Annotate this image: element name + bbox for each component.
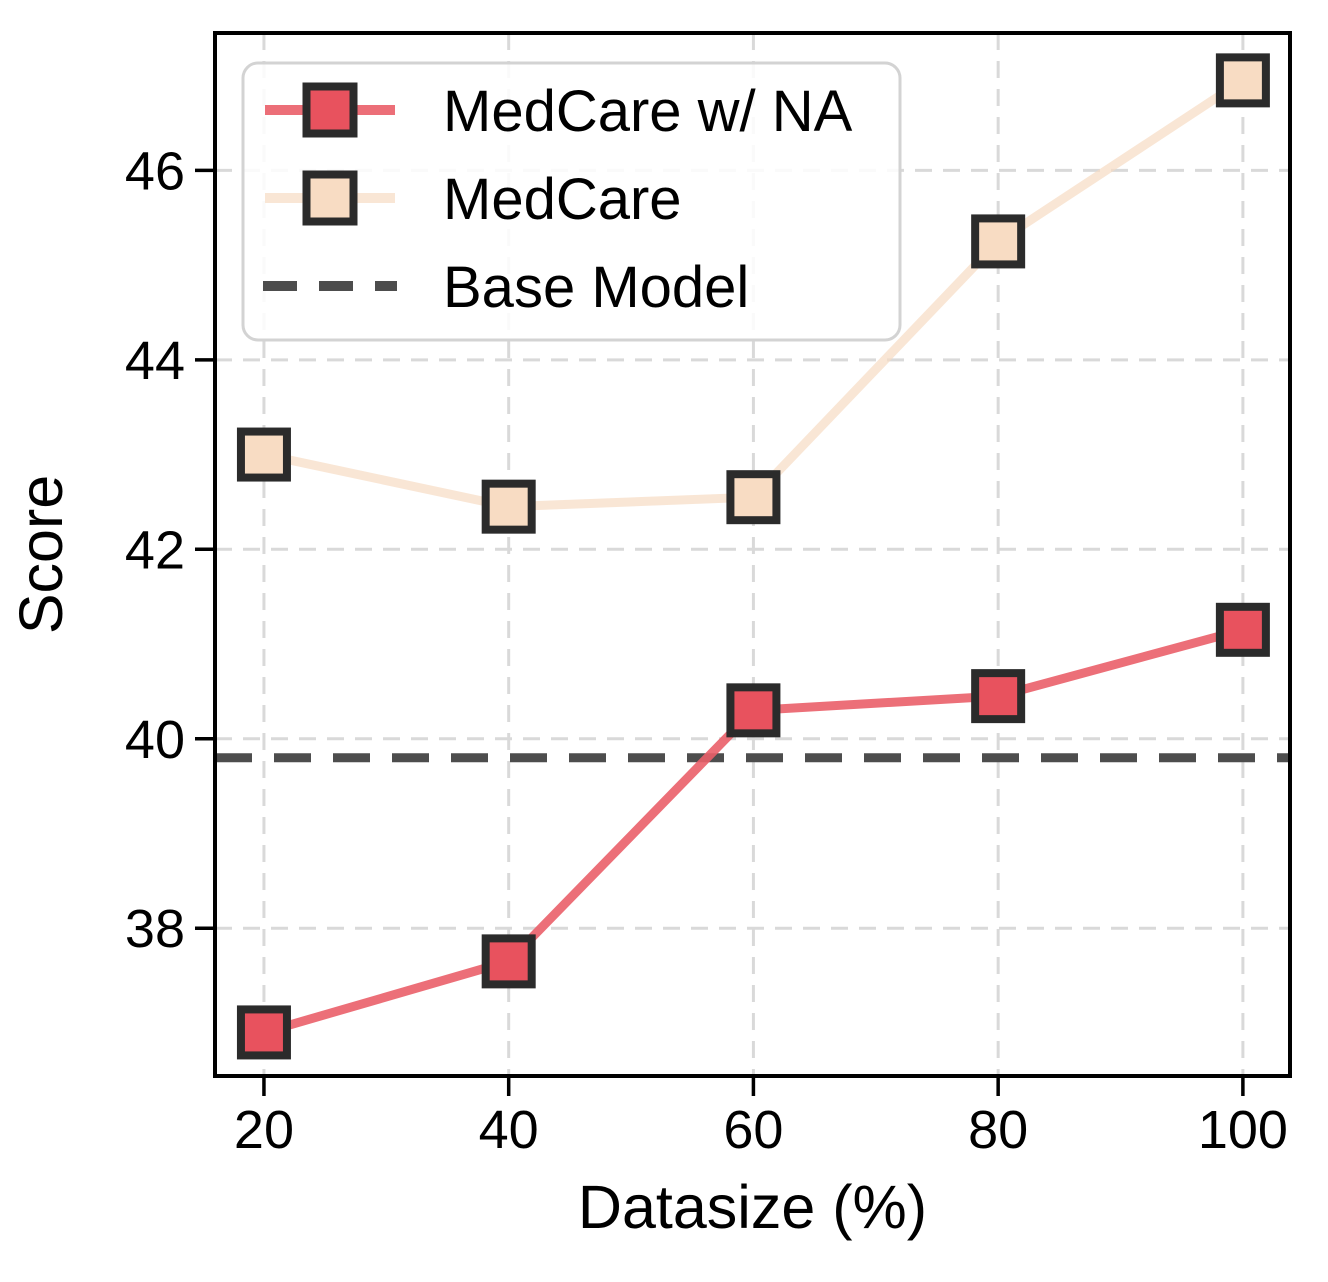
legend-entry: MedCare [265,167,682,232]
tick-labels: 20 40 60 80 100 38 40 42 44 46 [125,141,1288,1160]
series-medcare-marker [726,470,781,525]
x-tick-label: 100 [1198,1100,1288,1160]
x-tick-label: 40 [479,1100,539,1160]
x-tick-label: 60 [723,1100,783,1160]
series-medcare-w-na [236,602,1270,1060]
series-medcare-marker [236,427,291,482]
y-tick-label: 44 [125,331,185,391]
y-tick-label: 40 [125,710,185,770]
y-tick-label: 42 [125,520,185,580]
legend-label: Base Model [443,255,749,320]
legend: MedCare w/ NA MedCare Base Model [241,61,902,342]
legend-entry: MedCare w/ NA [265,79,853,144]
series-medcare-w-na-marker [726,683,781,738]
legend-entry: Base Model [263,255,749,320]
y-tick-label: 38 [125,899,185,959]
series-medcare [236,53,1270,534]
legend-label: MedCare w/ NA [443,79,853,144]
y-axis-label: Score [7,475,75,634]
x-tick-label: 20 [234,1100,294,1160]
y-tick-label: 46 [125,141,185,201]
series-medcare-marker [971,214,1026,269]
legend-marker-sample [302,170,358,226]
series-medcare-w-na-marker [236,1005,291,1060]
legend-label: MedCare [443,167,682,232]
series-medcare-marker [481,479,536,534]
series-medcare-marker [1215,53,1270,108]
legend-box [241,61,902,342]
tick-marks [195,168,1245,1096]
legend-marker-sample [302,82,358,138]
series-medcare-w-na-marker [971,669,1026,724]
series-medcare-w-na-marker [481,934,536,989]
x-tick-label: 80 [968,1100,1028,1160]
x-axis-label: Datasize (%) [578,1173,927,1241]
series-medcare-w-na-marker [1215,602,1270,657]
